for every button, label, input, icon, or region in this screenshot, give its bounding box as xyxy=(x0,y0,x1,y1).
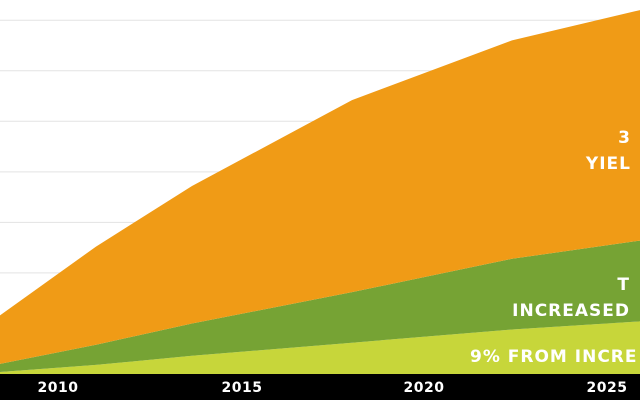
x-tick-label: 2010 xyxy=(38,380,79,396)
annotation-label: YIEL xyxy=(585,154,631,174)
annotations: 9% FROM INCRE T INCREASED 3 YIEL xyxy=(470,128,638,367)
annotation-label: 3 xyxy=(618,128,631,148)
area-series-1 xyxy=(0,321,640,374)
x-tick-label: 2025 xyxy=(587,380,628,396)
annotation-label: INCREASED xyxy=(512,301,630,321)
x-tick-label: 2020 xyxy=(404,380,445,396)
x-axis-ticks: 2010 2015 2020 2025 xyxy=(38,380,628,396)
area-series-3 xyxy=(0,10,640,364)
x-tick-label: 2015 xyxy=(222,380,263,396)
area-series-group xyxy=(0,10,640,374)
annotation-label: T xyxy=(617,275,630,295)
annotation-label: 9% FROM INCRE xyxy=(470,347,638,367)
area-series-2 xyxy=(0,240,640,372)
x-axis-band xyxy=(0,374,640,400)
